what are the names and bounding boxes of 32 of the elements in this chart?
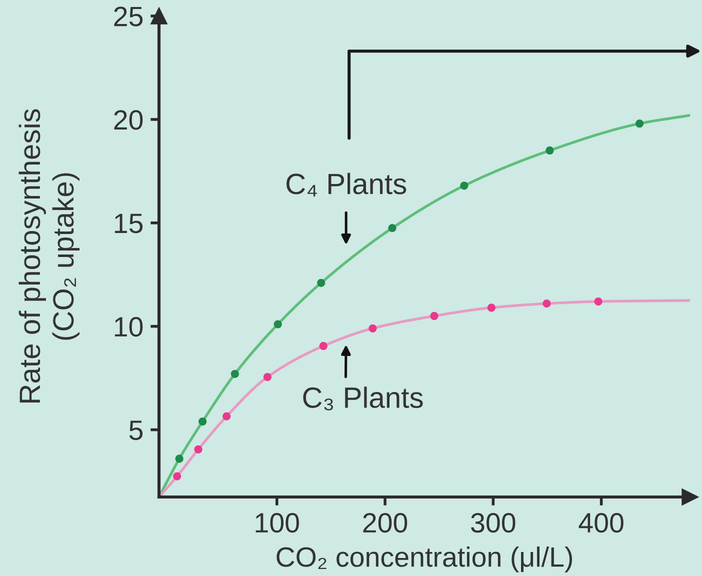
y-tick-label: 25 [114, 6, 143, 26]
x-tick-label: 200 [363, 513, 408, 533]
point [175, 454, 184, 463]
x-tick-label: 300 [471, 513, 516, 533]
point [263, 372, 272, 382]
annotation: C₃ Plants [303, 386, 423, 410]
point [198, 417, 207, 426]
annotation: C₄ Plants [286, 172, 406, 197]
point [546, 146, 554, 155]
point [368, 324, 377, 332]
point [388, 224, 396, 232]
point [542, 300, 551, 308]
point [194, 445, 202, 454]
point [317, 278, 326, 287]
y-tick-label: 15 [114, 214, 143, 234]
y-tick-label: 5 [129, 420, 143, 440]
x-tick-label: 100 [256, 513, 299, 533]
point [274, 320, 282, 328]
y-axis-title: Rate of photosynthesis (CO₂ uptake) [18, 109, 80, 402]
x-tick-label: 400 [578, 513, 624, 533]
y-tick-label: 20 [114, 110, 143, 130]
point [460, 182, 468, 190]
x-axis-title: CO₂ concentration (μl/L) [276, 546, 572, 572]
point [230, 370, 239, 378]
y-tick-label: 10 [114, 316, 143, 337]
point [173, 472, 182, 480]
point [319, 342, 328, 350]
point [594, 297, 602, 306]
point [635, 120, 644, 128]
point [222, 412, 231, 420]
point [487, 304, 496, 312]
point [430, 312, 438, 320]
